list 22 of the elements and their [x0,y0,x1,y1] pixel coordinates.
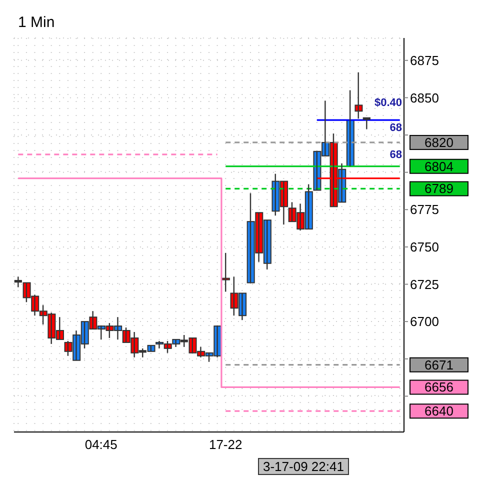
data-label: 6789 [424,181,454,196]
annotation: 68 [390,122,402,136]
data-label: 6656 [424,380,454,395]
candlestick [362,117,370,130]
x-tick-label: 04:45 [84,437,118,452]
y-tick-label: 6725 [410,276,439,292]
annotation: $0.40 [374,96,402,110]
x-tick-label: 17-22 [208,437,242,452]
text: 3-17-09 22:41 [258,458,349,475]
data-label: 6820 [424,134,454,150]
y-tick-label: 6875 [410,53,439,68]
data-label: 6804 [424,158,454,174]
y-tick-label: 6775 [410,202,439,218]
y-tick-label: 6700 [410,314,439,330]
chart-title: 1 Min [18,14,55,31]
annotation: 68 [390,148,402,162]
y-tick-label: 6850 [410,90,439,106]
data-label: 6671 [424,357,454,372]
candlestick [222,252,230,292]
y-tick-label: 6750 [410,240,439,255]
data-label: 6640 [424,404,454,419]
candlestick [14,276,22,288]
